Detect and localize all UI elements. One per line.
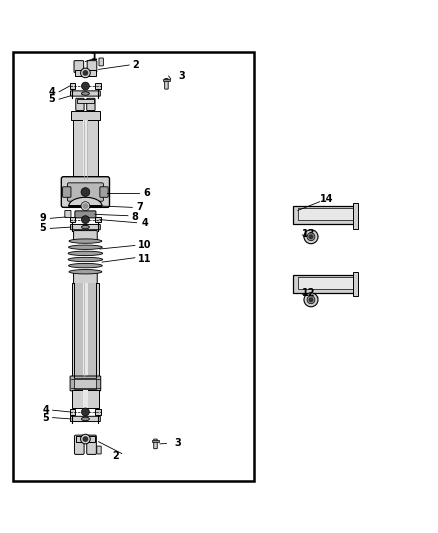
Text: 3: 3 <box>178 71 185 81</box>
FancyBboxPatch shape <box>70 84 75 88</box>
FancyBboxPatch shape <box>154 439 157 449</box>
FancyBboxPatch shape <box>74 231 97 241</box>
FancyBboxPatch shape <box>76 98 84 110</box>
Text: 5: 5 <box>42 413 49 423</box>
FancyBboxPatch shape <box>74 61 84 72</box>
FancyBboxPatch shape <box>298 277 353 289</box>
Text: 9: 9 <box>39 213 46 223</box>
FancyBboxPatch shape <box>70 409 75 415</box>
Circle shape <box>309 298 313 302</box>
Ellipse shape <box>68 245 102 249</box>
FancyBboxPatch shape <box>73 120 98 179</box>
Text: 10: 10 <box>138 240 151 251</box>
Circle shape <box>83 437 88 441</box>
Ellipse shape <box>81 225 89 229</box>
Ellipse shape <box>69 270 102 274</box>
Ellipse shape <box>68 257 102 262</box>
Circle shape <box>81 216 89 223</box>
Ellipse shape <box>69 239 102 243</box>
Circle shape <box>304 230 318 244</box>
FancyBboxPatch shape <box>83 283 88 377</box>
FancyBboxPatch shape <box>70 217 75 222</box>
Text: 8: 8 <box>131 212 138 222</box>
FancyBboxPatch shape <box>76 435 95 442</box>
Ellipse shape <box>81 417 89 421</box>
Circle shape <box>309 235 313 238</box>
Text: 13: 13 <box>302 229 315 239</box>
FancyBboxPatch shape <box>95 409 101 415</box>
Text: 12: 12 <box>302 288 315 298</box>
Circle shape <box>81 408 89 416</box>
FancyBboxPatch shape <box>65 211 71 217</box>
Text: 2: 2 <box>113 451 120 461</box>
FancyBboxPatch shape <box>163 79 170 81</box>
FancyBboxPatch shape <box>61 177 110 207</box>
FancyBboxPatch shape <box>71 416 100 422</box>
FancyBboxPatch shape <box>75 211 96 218</box>
FancyBboxPatch shape <box>71 111 100 120</box>
FancyBboxPatch shape <box>100 187 108 197</box>
Circle shape <box>83 71 88 75</box>
FancyBboxPatch shape <box>74 283 96 377</box>
Circle shape <box>307 296 315 304</box>
FancyBboxPatch shape <box>293 275 357 293</box>
FancyBboxPatch shape <box>152 440 159 442</box>
FancyBboxPatch shape <box>353 203 358 229</box>
Circle shape <box>304 293 318 307</box>
Circle shape <box>81 188 90 197</box>
FancyBboxPatch shape <box>87 61 97 72</box>
FancyBboxPatch shape <box>87 435 96 455</box>
FancyBboxPatch shape <box>63 187 71 197</box>
Text: 4: 4 <box>42 405 49 415</box>
FancyBboxPatch shape <box>97 446 101 454</box>
FancyBboxPatch shape <box>353 272 358 296</box>
Circle shape <box>307 233 315 241</box>
FancyBboxPatch shape <box>293 206 357 223</box>
Circle shape <box>81 201 90 211</box>
FancyBboxPatch shape <box>74 378 96 389</box>
FancyBboxPatch shape <box>95 217 101 222</box>
FancyBboxPatch shape <box>74 435 84 455</box>
Circle shape <box>81 434 90 444</box>
Text: 3: 3 <box>174 439 181 448</box>
Text: 6: 6 <box>143 188 150 198</box>
Text: 7: 7 <box>136 203 143 212</box>
FancyBboxPatch shape <box>71 91 100 96</box>
FancyBboxPatch shape <box>87 98 95 110</box>
Polygon shape <box>69 197 102 206</box>
Circle shape <box>81 68 90 78</box>
Text: 11: 11 <box>138 254 151 264</box>
FancyBboxPatch shape <box>72 390 99 408</box>
Text: 4: 4 <box>141 217 148 228</box>
FancyBboxPatch shape <box>77 99 94 103</box>
FancyBboxPatch shape <box>67 183 103 201</box>
Text: 5: 5 <box>48 94 55 104</box>
Text: 14: 14 <box>320 193 333 204</box>
FancyBboxPatch shape <box>165 78 168 89</box>
FancyBboxPatch shape <box>99 58 103 66</box>
FancyBboxPatch shape <box>71 224 100 230</box>
Ellipse shape <box>81 92 89 95</box>
Ellipse shape <box>68 263 102 268</box>
Circle shape <box>81 82 89 90</box>
FancyBboxPatch shape <box>70 376 101 391</box>
FancyBboxPatch shape <box>298 208 353 220</box>
FancyBboxPatch shape <box>75 70 96 76</box>
FancyBboxPatch shape <box>72 283 99 377</box>
Text: 5: 5 <box>39 223 46 233</box>
FancyBboxPatch shape <box>83 120 88 179</box>
FancyBboxPatch shape <box>83 390 88 408</box>
FancyBboxPatch shape <box>74 271 97 284</box>
Text: 4: 4 <box>48 87 55 96</box>
Ellipse shape <box>68 251 102 255</box>
FancyBboxPatch shape <box>95 84 101 88</box>
Bar <box>13 52 254 481</box>
Text: 2: 2 <box>132 60 139 70</box>
Circle shape <box>83 204 88 208</box>
Text: 1: 1 <box>91 52 98 62</box>
